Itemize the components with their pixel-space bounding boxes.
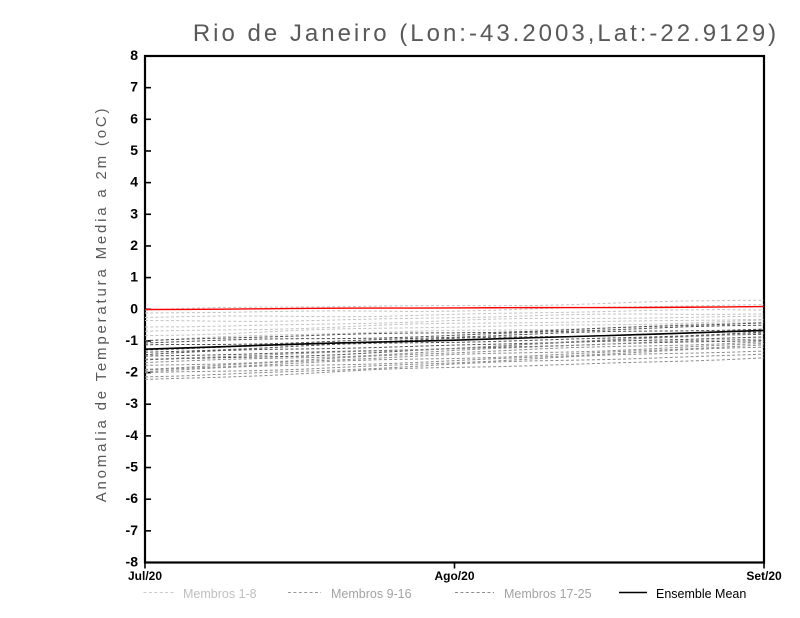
svg-text:-1: -1: [126, 332, 139, 348]
svg-text:-5: -5: [126, 459, 139, 475]
svg-text:-8: -8: [126, 554, 139, 570]
svg-text:4: 4: [130, 174, 138, 190]
svg-text:Ensemble Mean: Ensemble Mean: [656, 587, 746, 601]
svg-text:-2: -2: [126, 364, 139, 380]
svg-text:3: 3: [130, 205, 138, 221]
svg-text:Membros 17-25: Membros 17-25: [504, 587, 592, 601]
svg-text:Jul/20: Jul/20: [128, 569, 162, 583]
svg-text:8: 8: [130, 47, 138, 63]
svg-text:-6: -6: [126, 490, 139, 506]
svg-text:Ago/20: Ago/20: [434, 569, 474, 583]
svg-text:1: 1: [130, 269, 138, 285]
svg-text:2: 2: [130, 237, 138, 253]
svg-text:Membros 1-8: Membros 1-8: [183, 587, 257, 601]
svg-text:Set/20: Set/20: [746, 569, 782, 583]
svg-text:6: 6: [130, 110, 138, 126]
svg-text:7: 7: [130, 79, 138, 95]
svg-text:5: 5: [130, 142, 138, 158]
svg-text:Membros 9-16: Membros 9-16: [331, 587, 412, 601]
svg-text:-3: -3: [126, 395, 139, 411]
svg-text:Anomalia de Temperatura Media: Anomalia de Temperatura Media a 2m (oC): [93, 106, 110, 503]
svg-text:-4: -4: [126, 427, 139, 443]
svg-text:Rio de Janeiro (Lon:-43.2003,L: Rio de Janeiro (Lon:-43.2003,Lat:-22.912…: [193, 20, 779, 47]
svg-text:-7: -7: [126, 522, 139, 538]
svg-text:0: 0: [130, 300, 138, 316]
